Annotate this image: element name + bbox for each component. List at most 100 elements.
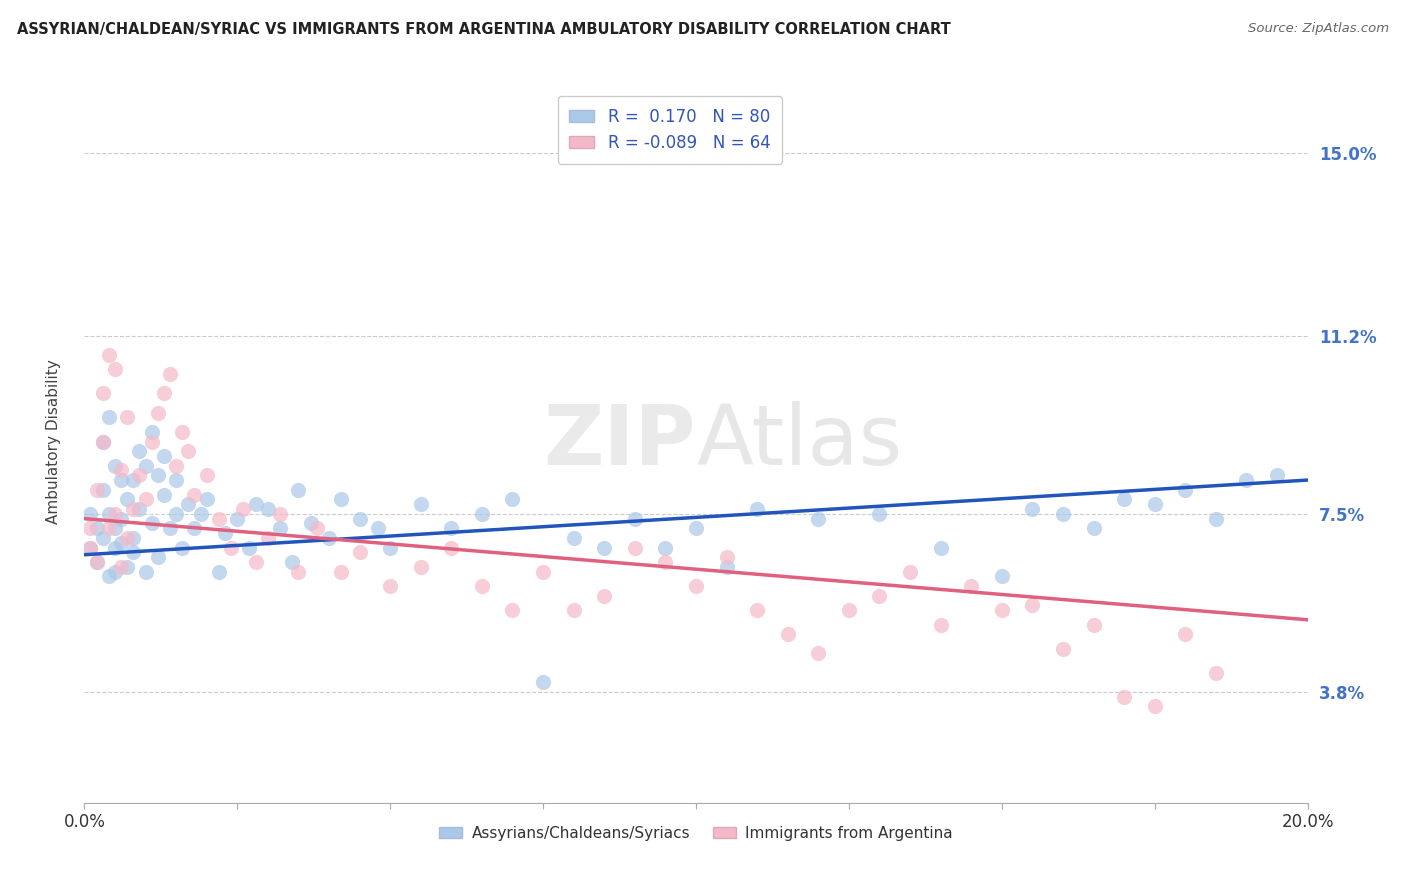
Point: [318, 531, 340, 545]
Point: [349, 511, 371, 525]
Point: [1205, 665, 1227, 680]
Point: [86, 483, 108, 497]
Legend: Assyrians/Chaldeans/Syriacs, Immigrants from Argentina: Assyrians/Chaldeans/Syriacs, Immigrants …: [433, 820, 959, 847]
Point: [380, 579, 402, 593]
Point: [747, 502, 769, 516]
Point: [654, 541, 676, 555]
Point: [146, 406, 169, 420]
Point: [380, 541, 402, 555]
Point: [91, 483, 114, 497]
Point: [128, 502, 150, 516]
Point: [440, 521, 463, 535]
Point: [305, 521, 328, 535]
Point: [869, 589, 891, 603]
Point: [960, 579, 983, 593]
Point: [172, 425, 194, 439]
Point: [409, 559, 432, 574]
Point: [226, 511, 249, 525]
Text: ZIP: ZIP: [544, 401, 696, 482]
Point: [367, 521, 389, 535]
Point: [128, 468, 150, 483]
Point: [440, 541, 463, 555]
Point: [531, 675, 554, 690]
Point: [1052, 641, 1074, 656]
Point: [716, 559, 738, 574]
Point: [807, 511, 830, 525]
Point: [257, 502, 280, 516]
Point: [838, 603, 860, 617]
Point: [299, 516, 322, 531]
Point: [141, 516, 163, 531]
Y-axis label: Ambulatory Disability: Ambulatory Disability: [46, 359, 60, 524]
Point: [153, 386, 176, 401]
Point: [330, 565, 353, 579]
Point: [195, 492, 218, 507]
Point: [1174, 627, 1197, 641]
Point: [1052, 507, 1074, 521]
Point: [281, 555, 304, 569]
Point: [110, 559, 132, 574]
Point: [177, 497, 200, 511]
Point: [409, 497, 432, 511]
Point: [141, 425, 163, 439]
Point: [471, 507, 494, 521]
Point: [991, 603, 1014, 617]
Point: [208, 511, 231, 525]
Point: [562, 531, 585, 545]
Point: [122, 473, 145, 487]
Point: [183, 487, 205, 501]
Point: [245, 555, 267, 569]
Point: [91, 434, 114, 449]
Point: [104, 507, 127, 521]
Point: [115, 531, 138, 545]
Point: [685, 579, 707, 593]
Point: [146, 550, 169, 565]
Point: [91, 531, 114, 545]
Text: Atlas: Atlas: [696, 401, 903, 482]
Point: [1083, 521, 1105, 535]
Point: [177, 444, 200, 458]
Point: [122, 545, 145, 559]
Point: [1143, 699, 1166, 714]
Point: [135, 565, 157, 579]
Point: [115, 559, 138, 574]
Point: [1174, 483, 1197, 497]
Point: [159, 367, 181, 381]
Point: [122, 502, 145, 516]
Point: [624, 511, 647, 525]
Point: [97, 507, 120, 521]
Point: [122, 531, 145, 545]
Point: [330, 492, 353, 507]
Point: [195, 468, 218, 483]
Point: [776, 627, 799, 641]
Point: [1083, 617, 1105, 632]
Point: [97, 410, 120, 425]
Point: [97, 521, 120, 535]
Point: [91, 434, 114, 449]
Point: [232, 502, 254, 516]
Point: [110, 463, 132, 477]
Point: [115, 492, 138, 507]
Point: [287, 483, 309, 497]
Point: [183, 521, 205, 535]
Point: [135, 458, 157, 473]
Point: [1021, 599, 1043, 613]
Point: [165, 458, 187, 473]
Point: [685, 521, 707, 535]
Point: [165, 507, 187, 521]
Point: [502, 492, 524, 507]
Point: [79, 507, 101, 521]
Point: [349, 545, 371, 559]
Point: [531, 565, 554, 579]
Point: [110, 511, 132, 525]
Point: [97, 348, 120, 362]
Point: [115, 410, 138, 425]
Point: [153, 449, 176, 463]
Point: [471, 579, 494, 593]
Point: [141, 434, 163, 449]
Text: ASSYRIAN/CHALDEAN/SYRIAC VS IMMIGRANTS FROM ARGENTINA AMBULATORY DISABILITY CORR: ASSYRIAN/CHALDEAN/SYRIAC VS IMMIGRANTS F…: [17, 22, 950, 37]
Point: [991, 569, 1014, 583]
Point: [238, 541, 260, 555]
Point: [593, 541, 616, 555]
Point: [208, 565, 231, 579]
